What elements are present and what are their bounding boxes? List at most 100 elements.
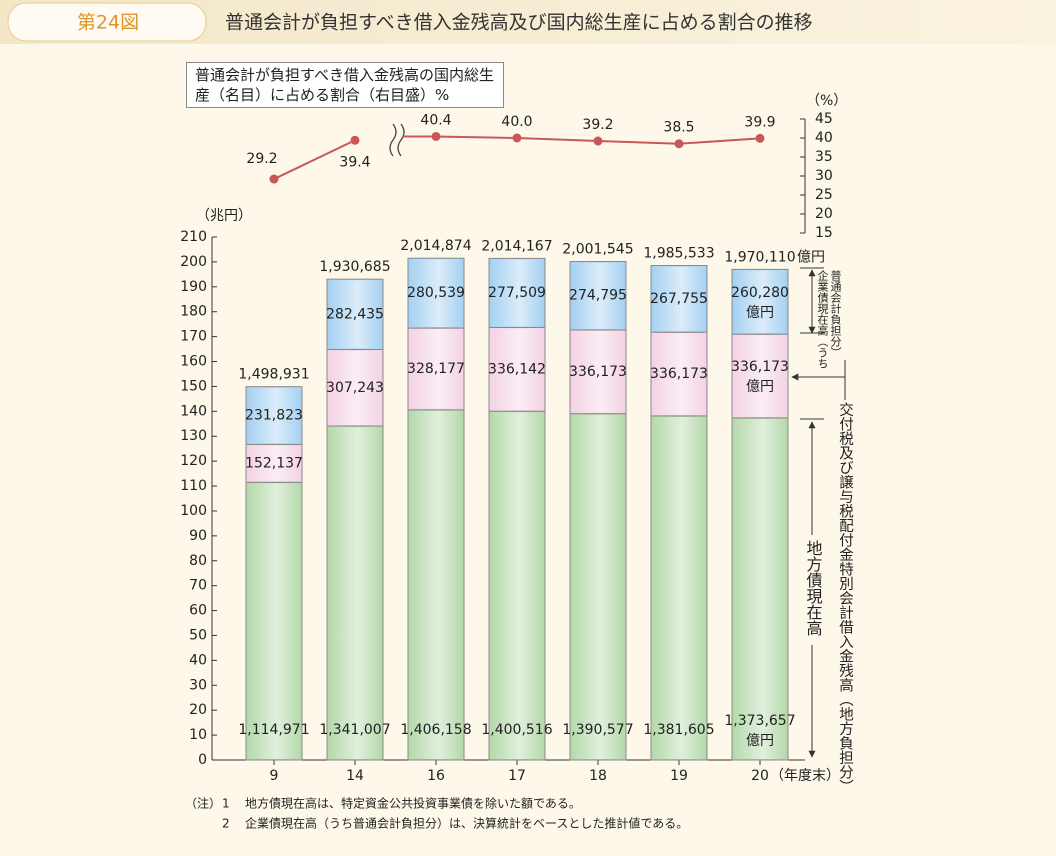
axis-break — [389, 123, 405, 157]
y-tick-label: 20 — [189, 702, 207, 718]
total-label: 1,498,931 — [238, 367, 309, 383]
y-axis-label: （兆円） — [196, 208, 252, 224]
bar-sheen — [652, 266, 706, 332]
series-label-green: 地方債現在高 — [804, 540, 823, 636]
total-label: 2,014,167 — [481, 238, 552, 254]
y-tick-label: 160 — [180, 354, 207, 370]
line-legend: 普通会計が負担すべき借入金残高の国内総生産（名目）に占める割合（右目盛）% — [186, 62, 504, 108]
unit-label: 億円 — [746, 379, 774, 395]
y-tick-label: 130 — [180, 428, 207, 444]
x-tick-label: 9 — [270, 768, 279, 784]
y2-tick-label: 35 — [815, 149, 833, 165]
ratio-label: 39.4 — [339, 154, 370, 170]
y-tick-label: 90 — [189, 528, 207, 544]
value-label: 280,539 — [407, 285, 465, 301]
x-tick-label: 16 — [427, 768, 445, 784]
bar-sheen — [247, 483, 301, 759]
y2-tick-label: 45 — [815, 111, 833, 127]
bar-sheen — [733, 335, 787, 417]
value-label: 282,435 — [326, 306, 384, 322]
ratio-point — [350, 135, 360, 145]
value-label: 1,114,971 — [238, 722, 309, 738]
ratio-label: 40.0 — [501, 114, 532, 130]
y-tick-label: 190 — [180, 279, 207, 295]
ratio-point — [512, 133, 522, 143]
x-tick-label: 14 — [346, 768, 364, 784]
y-tick-label: 10 — [189, 727, 207, 743]
figure-title: 普通会計が負担すべき借入金残高及び国内総生産に占める割合の推移 — [225, 12, 813, 34]
x-tick-label: 18 — [589, 768, 607, 784]
x-tick-label: 17 — [508, 768, 526, 784]
y-tick-label: 50 — [189, 627, 207, 643]
total-label: 1,970,110 — [724, 249, 795, 265]
y-tick-label: 80 — [189, 553, 207, 569]
ratio-label: 40.4 — [420, 112, 451, 128]
bar-sheen — [328, 350, 382, 426]
y2-tick-label: 20 — [815, 206, 833, 222]
unit-label: 億円 — [746, 733, 774, 749]
figure-number: 第24図 — [77, 12, 139, 34]
y2-tick-label: 40 — [815, 130, 833, 146]
bar-sheen — [733, 418, 787, 759]
bar-sheen — [409, 329, 463, 409]
unit-label: 億円 — [797, 249, 825, 265]
y2-tick-label: 15 — [815, 225, 833, 241]
value-label: 336,173 — [650, 366, 708, 382]
ratio-point — [431, 131, 441, 141]
value-label: 274,795 — [569, 288, 627, 304]
value-label: 152,137 — [245, 455, 303, 471]
value-label: 336,173 — [731, 359, 789, 375]
y-tick-label: 210 — [180, 229, 207, 245]
y-tick-label: 110 — [180, 478, 207, 494]
note-text: 地方債現在高は、特定資金公共投資事業債を除いた額である。 — [245, 796, 581, 811]
ratio-label: 29.2 — [246, 151, 277, 167]
y-tick-label: 100 — [180, 503, 207, 519]
y-tick-label: 40 — [189, 652, 207, 668]
note-number: 2 — [222, 817, 230, 831]
bar-sheen — [328, 280, 382, 349]
value-label: 1,341,007 — [319, 722, 390, 738]
y-tick-label: 70 — [189, 578, 207, 594]
bar-sheen — [247, 387, 301, 444]
bar-sheen — [328, 427, 382, 759]
bar-sheen — [490, 412, 544, 759]
ratio-line — [403, 135, 761, 145]
value-label: 336,173 — [569, 364, 627, 380]
notes-label: （注） — [185, 796, 221, 811]
bar-sheen — [571, 262, 625, 329]
y2-tick-label: 30 — [815, 168, 833, 184]
value-label: 328,177 — [407, 361, 465, 377]
unit-label: 億円 — [746, 305, 774, 321]
y-tick-label: 170 — [180, 329, 207, 345]
value-label: 231,823 — [245, 408, 303, 424]
ratio-label: 38.5 — [663, 120, 694, 136]
ratio-point — [755, 133, 765, 143]
value-label: 267,755 — [650, 291, 708, 307]
y-tick-label: 60 — [189, 603, 207, 619]
y-tick-label: 30 — [189, 677, 207, 693]
ratio-line — [273, 139, 356, 180]
total-label: 2,001,545 — [562, 242, 633, 258]
note-number: 1 — [222, 797, 230, 811]
bar-sheen — [409, 259, 463, 328]
ratio-point — [674, 139, 684, 149]
value-label: 260,280 — [731, 285, 789, 301]
y-tick-label: 0 — [198, 752, 207, 768]
bar-sheen — [409, 410, 463, 759]
x-tick-label: 20 — [751, 768, 769, 784]
total-label: 1,985,533 — [643, 246, 714, 262]
value-label: 1,400,516 — [481, 722, 552, 738]
y2-axis-label: （%） — [806, 93, 847, 109]
bar-sheen — [652, 333, 706, 415]
bar-sheen — [490, 328, 544, 411]
value-label: 1,381,605 — [643, 722, 714, 738]
series-label-blue: 企業債現在高（うち普通会計負担分） — [816, 270, 842, 369]
bar-sheen — [490, 259, 544, 327]
series-label-blue-box: 企業債現在高（うち普通会計負担分） — [816, 270, 842, 369]
ratio-label: 39.9 — [744, 114, 775, 130]
bar-sheen — [652, 416, 706, 759]
bar-sheen — [571, 414, 625, 759]
total-label: 1,930,685 — [319, 259, 390, 275]
